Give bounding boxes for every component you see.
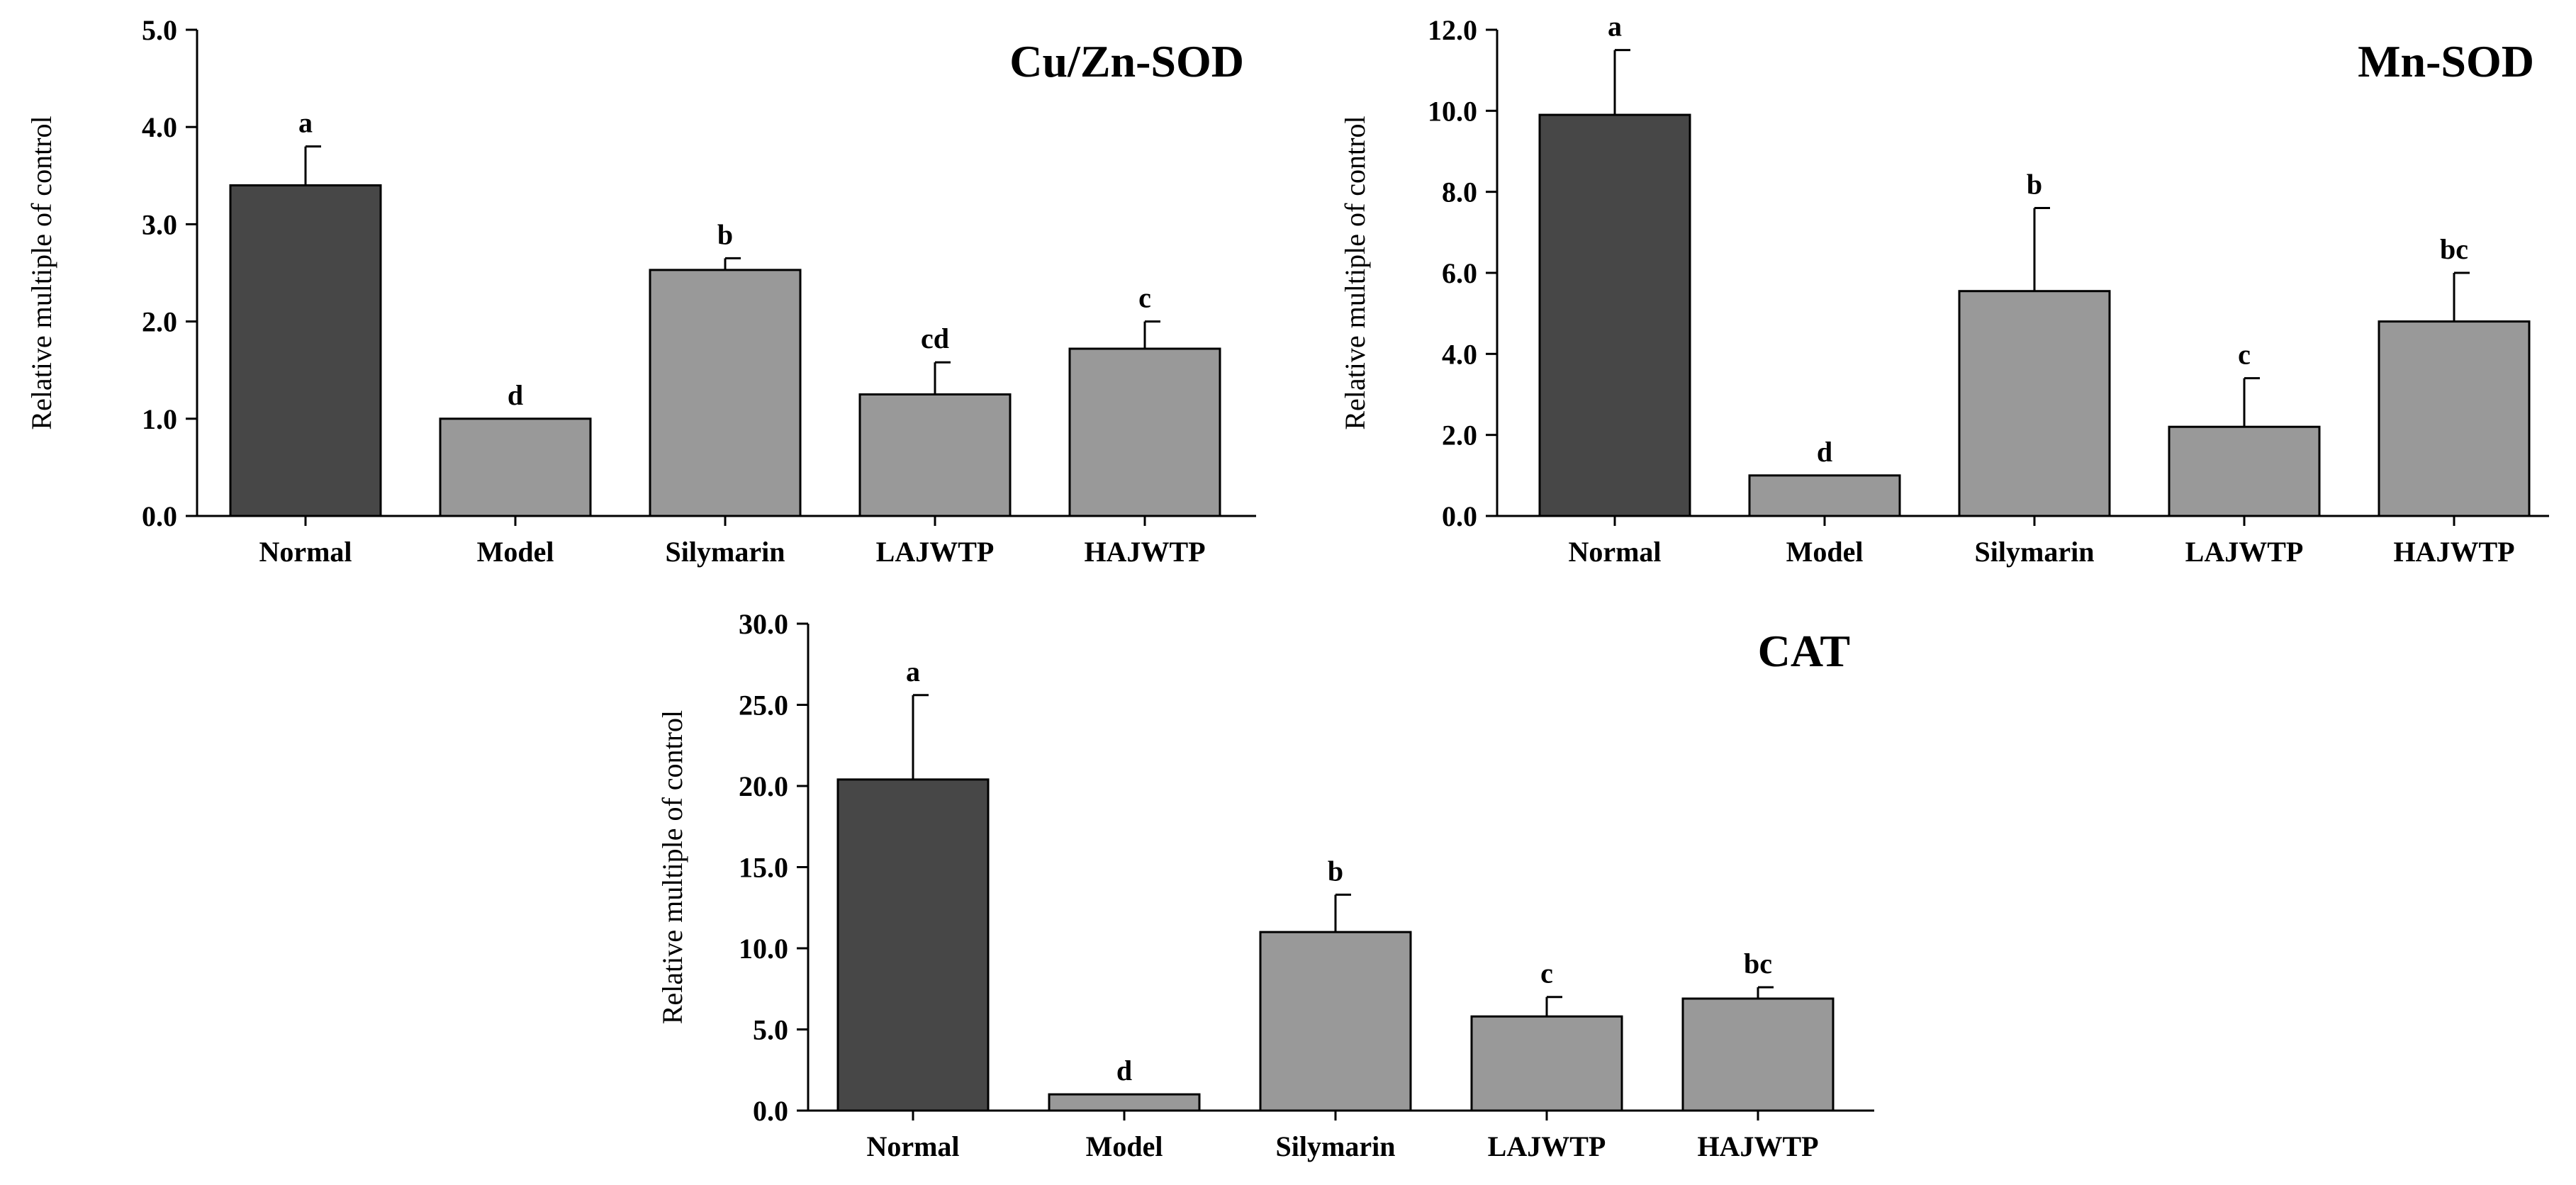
category-label: LAJWTP <box>876 536 995 568</box>
category-label: HAJWTP <box>2393 536 2514 568</box>
significance-label: b <box>717 218 733 250</box>
category-label: Normal <box>1568 536 1661 568</box>
panel-cu-zn-sod: Cu/Zn-SOD Relative multiple of control 0… <box>26 14 1256 568</box>
y-tick-label: 4.0 <box>1442 338 1477 370</box>
y-tick-label: 5.0 <box>753 1014 788 1046</box>
y-axis-label: Relative multiple of control <box>1339 116 1371 429</box>
significance-label: b <box>1328 855 1343 887</box>
category-label: Silymarin <box>1975 536 2095 568</box>
y-tick-label: 15.0 <box>739 852 788 884</box>
y-tick-label: 20.0 <box>739 770 788 802</box>
significance-label: bc <box>2440 233 2468 265</box>
y-tick-label: 3.0 <box>142 208 177 240</box>
panel-mn-sod: Mn-SOD Relative multiple of control 0.0 2… <box>1339 11 2549 568</box>
y-tick-label: 10.0 <box>1428 95 1477 127</box>
bar-lajwtp <box>1470 1015 1623 1112</box>
y-tick-label: 25.0 <box>739 690 788 721</box>
chart-title: CAT <box>1758 626 1850 676</box>
y-tick-label: 0.0 <box>1442 500 1477 532</box>
bar-lajwtp <box>858 393 1012 517</box>
y-tick-label: 1.0 <box>142 403 177 435</box>
significance-label: b <box>2027 169 2042 201</box>
bar-model <box>1748 474 1901 517</box>
y-tick-label: 0.0 <box>753 1095 788 1127</box>
y-tick-label: 12.0 <box>1428 14 1477 46</box>
y-axis-label: Relative multiple of control <box>26 116 57 429</box>
bar-lajwtp <box>2168 425 2321 517</box>
y-tick-label: 5.0 <box>142 14 177 46</box>
y-tick-label: 8.0 <box>1442 176 1477 208</box>
significance-label: cd <box>921 322 949 354</box>
bar-silymarin <box>1958 290 2111 517</box>
bar-normal <box>836 778 990 1112</box>
category-label: Model <box>1786 536 1864 568</box>
bar-silymarin <box>649 269 802 517</box>
significance-label: c <box>1138 282 1151 314</box>
bar-silymarin <box>1259 931 1412 1112</box>
bar-normal <box>1538 113 1691 517</box>
category-label: Model <box>1086 1130 1163 1162</box>
category-label: Model <box>477 536 554 568</box>
bar-hajwtp <box>1068 347 1221 517</box>
bar-model <box>1048 1093 1201 1112</box>
chart-title: Cu/Zn-SOD <box>1009 36 1244 86</box>
y-tick-label: 4.0 <box>142 111 177 143</box>
significance-label: a <box>1608 11 1622 43</box>
significance-label: a <box>298 107 313 139</box>
category-label: HAJWTP <box>1084 536 1205 568</box>
y-tick-label: 10.0 <box>739 933 788 965</box>
significance-label: d <box>1116 1055 1132 1086</box>
bar-hajwtp <box>1681 997 1835 1112</box>
y-tick-label: 2.0 <box>1442 420 1477 451</box>
significance-label: c <box>2238 339 2251 371</box>
significance-label: bc <box>1744 948 1772 979</box>
bar-hajwtp <box>2378 320 2531 517</box>
significance-label: c <box>1540 957 1553 989</box>
bar-normal <box>229 184 382 517</box>
category-label: Silymarin <box>666 536 785 568</box>
category-label: Normal <box>259 536 352 568</box>
bar-model <box>439 417 592 517</box>
significance-label: a <box>906 656 920 687</box>
category-label: Normal <box>866 1130 959 1162</box>
y-tick-label: 2.0 <box>142 306 177 338</box>
significance-label: d <box>1817 436 1832 468</box>
category-label: Silymarin <box>1276 1130 1396 1162</box>
chart-title: Mn-SOD <box>2358 36 2534 86</box>
category-label: LAJWTP <box>2185 536 2304 568</box>
y-tick-label: 30.0 <box>739 608 788 640</box>
category-label: LAJWTP <box>1488 1130 1606 1162</box>
significance-label: d <box>508 379 523 411</box>
y-tick-label: 6.0 <box>1442 257 1477 289</box>
panel-cat: CAT Relative multiple of control 0.0 5.0 1… <box>656 608 1874 1162</box>
y-axis-label: Relative multiple of control <box>656 710 688 1024</box>
category-label: HAJWTP <box>1697 1130 1818 1162</box>
y-tick-label: 0.0 <box>142 500 177 532</box>
